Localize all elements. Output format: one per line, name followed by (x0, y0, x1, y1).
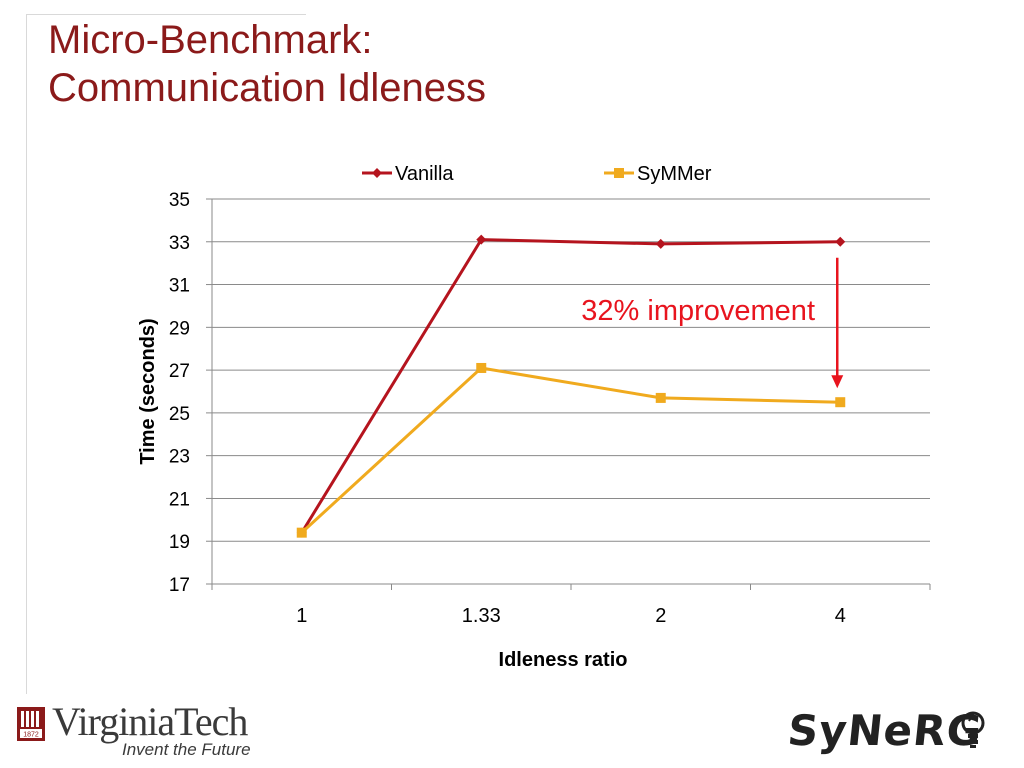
y-tick-label: 29 (169, 318, 190, 339)
y-tick-label: 35 (169, 190, 190, 211)
y-tick-label: 21 (169, 489, 190, 510)
y-tick-label: 17 (169, 575, 190, 596)
vt-seal-icon: 1872 (17, 707, 45, 741)
annotation-arrow-head (831, 375, 844, 389)
synerg-logo: SyNeRG (785, 704, 998, 760)
y-tick-label: 19 (169, 532, 190, 553)
title-line-1: Micro-Benchmark: (48, 18, 373, 62)
virginia-tech-logo: 1872 VirginiaTech Invent the Future (16, 700, 276, 764)
slide-title: Micro-Benchmark: Communication Idleness (48, 16, 486, 112)
y-tick-label: 31 (169, 276, 190, 297)
series-line-vanilla (300, 238, 841, 534)
legend-label-vanilla: Vanilla (395, 163, 454, 185)
y-tick-label: 25 (169, 404, 190, 425)
frame-line-left (26, 14, 27, 694)
x-tick-label: 1.33 (462, 605, 501, 627)
vt-logo-name: VirginiaTech (52, 699, 248, 744)
series-line-symmer (300, 366, 841, 534)
legend-label-symmer: SyMMer (637, 163, 712, 185)
lightbulb-icon (961, 711, 985, 748)
data-point-symmer (476, 362, 487, 373)
data-point-symmer (655, 392, 666, 403)
y-tick-label: 27 (169, 361, 190, 382)
y-axis-title: Time (seconds) (137, 318, 159, 464)
legend-marker-symmer (614, 168, 624, 178)
y-tick-label: 33 (169, 233, 190, 254)
line-chart: 17 19 21 23 25 27 29 31 33 35 1 1.33 2 4 Idleness rati… (137, 163, 931, 671)
data-point-symmer (835, 397, 846, 408)
vt-logo-tagline: Invent the Future (122, 740, 251, 759)
frame-line-top (26, 14, 306, 15)
x-tick-label: 2 (655, 605, 666, 627)
x-tick-label: 4 (835, 605, 846, 627)
data-point-vanilla (476, 234, 487, 245)
title-line-2: Communication Idleness (48, 66, 486, 110)
x-tick-label: 1 (296, 605, 307, 627)
annotation-text: 32% improvement (581, 295, 815, 327)
data-point-vanilla (835, 236, 846, 247)
synerg-logo-name: SyNeRG (785, 706, 985, 755)
x-axis-title: Idleness ratio (499, 649, 628, 671)
vt-seal-year: 1872 (23, 732, 39, 739)
data-point-vanilla (655, 238, 666, 249)
legend-marker-vanilla (372, 168, 382, 178)
y-tick-label: 23 (169, 447, 190, 468)
data-point-symmer (296, 527, 307, 538)
